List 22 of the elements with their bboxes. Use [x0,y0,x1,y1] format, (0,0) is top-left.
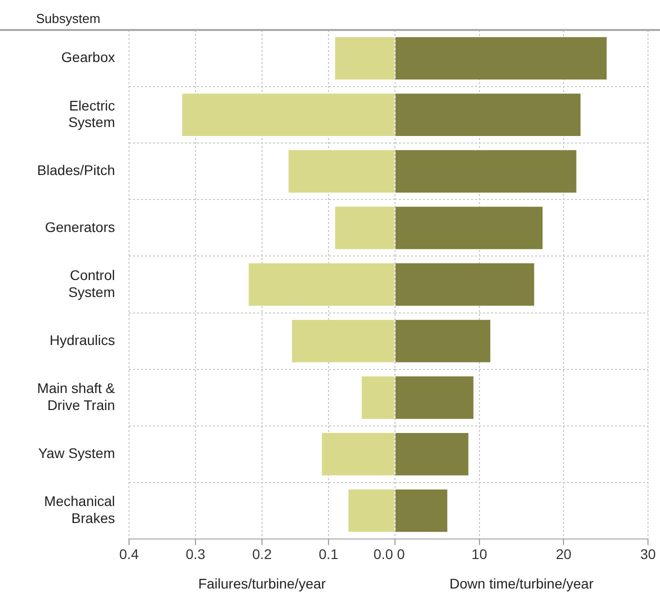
y-tick-label: Main shaft & Drive Train [37,380,116,413]
x-tick-label: 0 [397,546,405,562]
x-tick-label: 10 [472,546,488,562]
x-tick-label: 20 [556,546,572,562]
y-tick-label: Mechanical Brakes [44,493,115,526]
y-tick-label: Control System [68,266,115,300]
x-tick-label: 0.3 [186,546,206,562]
x-tick-label: 30 [640,546,656,562]
bar [335,37,394,80]
x-tick-label: 0.1 [318,546,338,562]
x-tick-label: 0.0 [374,546,394,562]
y-axis-title: Subsystem [36,11,100,26]
y-tick-label: Generators [44,218,115,235]
x-tick-label: 0.4 [119,546,139,562]
x-axis-title: Failures/turbine/year [198,575,326,592]
y-tick-label: Gearbox [61,49,115,66]
x-axis-title: Down time/turbine/year [450,575,594,592]
y-tick-label: Electric System [68,97,115,130]
x-tick-label: 0.2 [252,546,272,562]
y-tick-label: Hydraulics [50,332,115,348]
y-tick-label: Blades/Pitch [37,162,115,178]
y-tick-label: Yaw System [38,445,115,462]
